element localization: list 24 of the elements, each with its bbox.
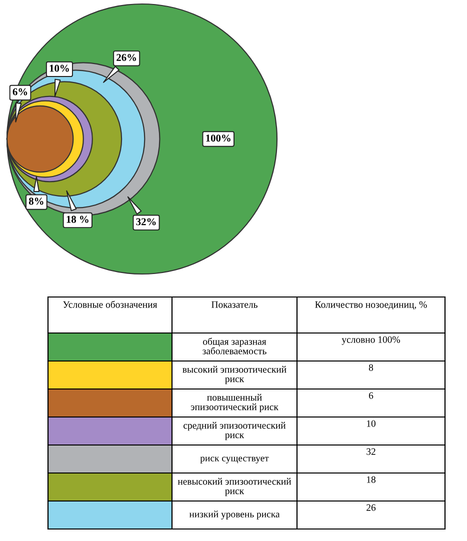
data-label: 6 xyxy=(368,392,374,399)
data-label: 10 xyxy=(366,420,376,427)
category-label: общая заразная заболеваемость xyxy=(202,338,266,354)
data-label: 18 xyxy=(366,476,376,483)
text: 18 % xyxy=(66,216,88,223)
data-label: 26 xyxy=(366,504,376,511)
text: 8% xyxy=(28,198,44,205)
text: Количество нозоединиц, % xyxy=(315,301,427,310)
text: 26% xyxy=(116,54,136,62)
data-label: 32 xyxy=(366,448,376,455)
category-label: риск существует xyxy=(200,456,269,464)
text: Показатель xyxy=(212,301,258,308)
category-label: низкий уровень риска xyxy=(189,510,280,520)
text: 10% xyxy=(50,64,69,72)
text: 100% xyxy=(206,134,230,142)
category-label: средний эпизоотический риск xyxy=(184,422,286,440)
category-label: повышенный эпизоотический риск xyxy=(190,394,278,412)
category-label: невысокий эпизоотический риск xyxy=(178,478,292,496)
data-label: 8 xyxy=(368,364,374,371)
text: 6% xyxy=(12,88,28,96)
category-label: высокий эпизоотический риск xyxy=(182,366,286,384)
text: Условные обозначения xyxy=(63,300,158,308)
data-label: условно 100% xyxy=(342,336,400,345)
text: 32% xyxy=(136,218,156,226)
